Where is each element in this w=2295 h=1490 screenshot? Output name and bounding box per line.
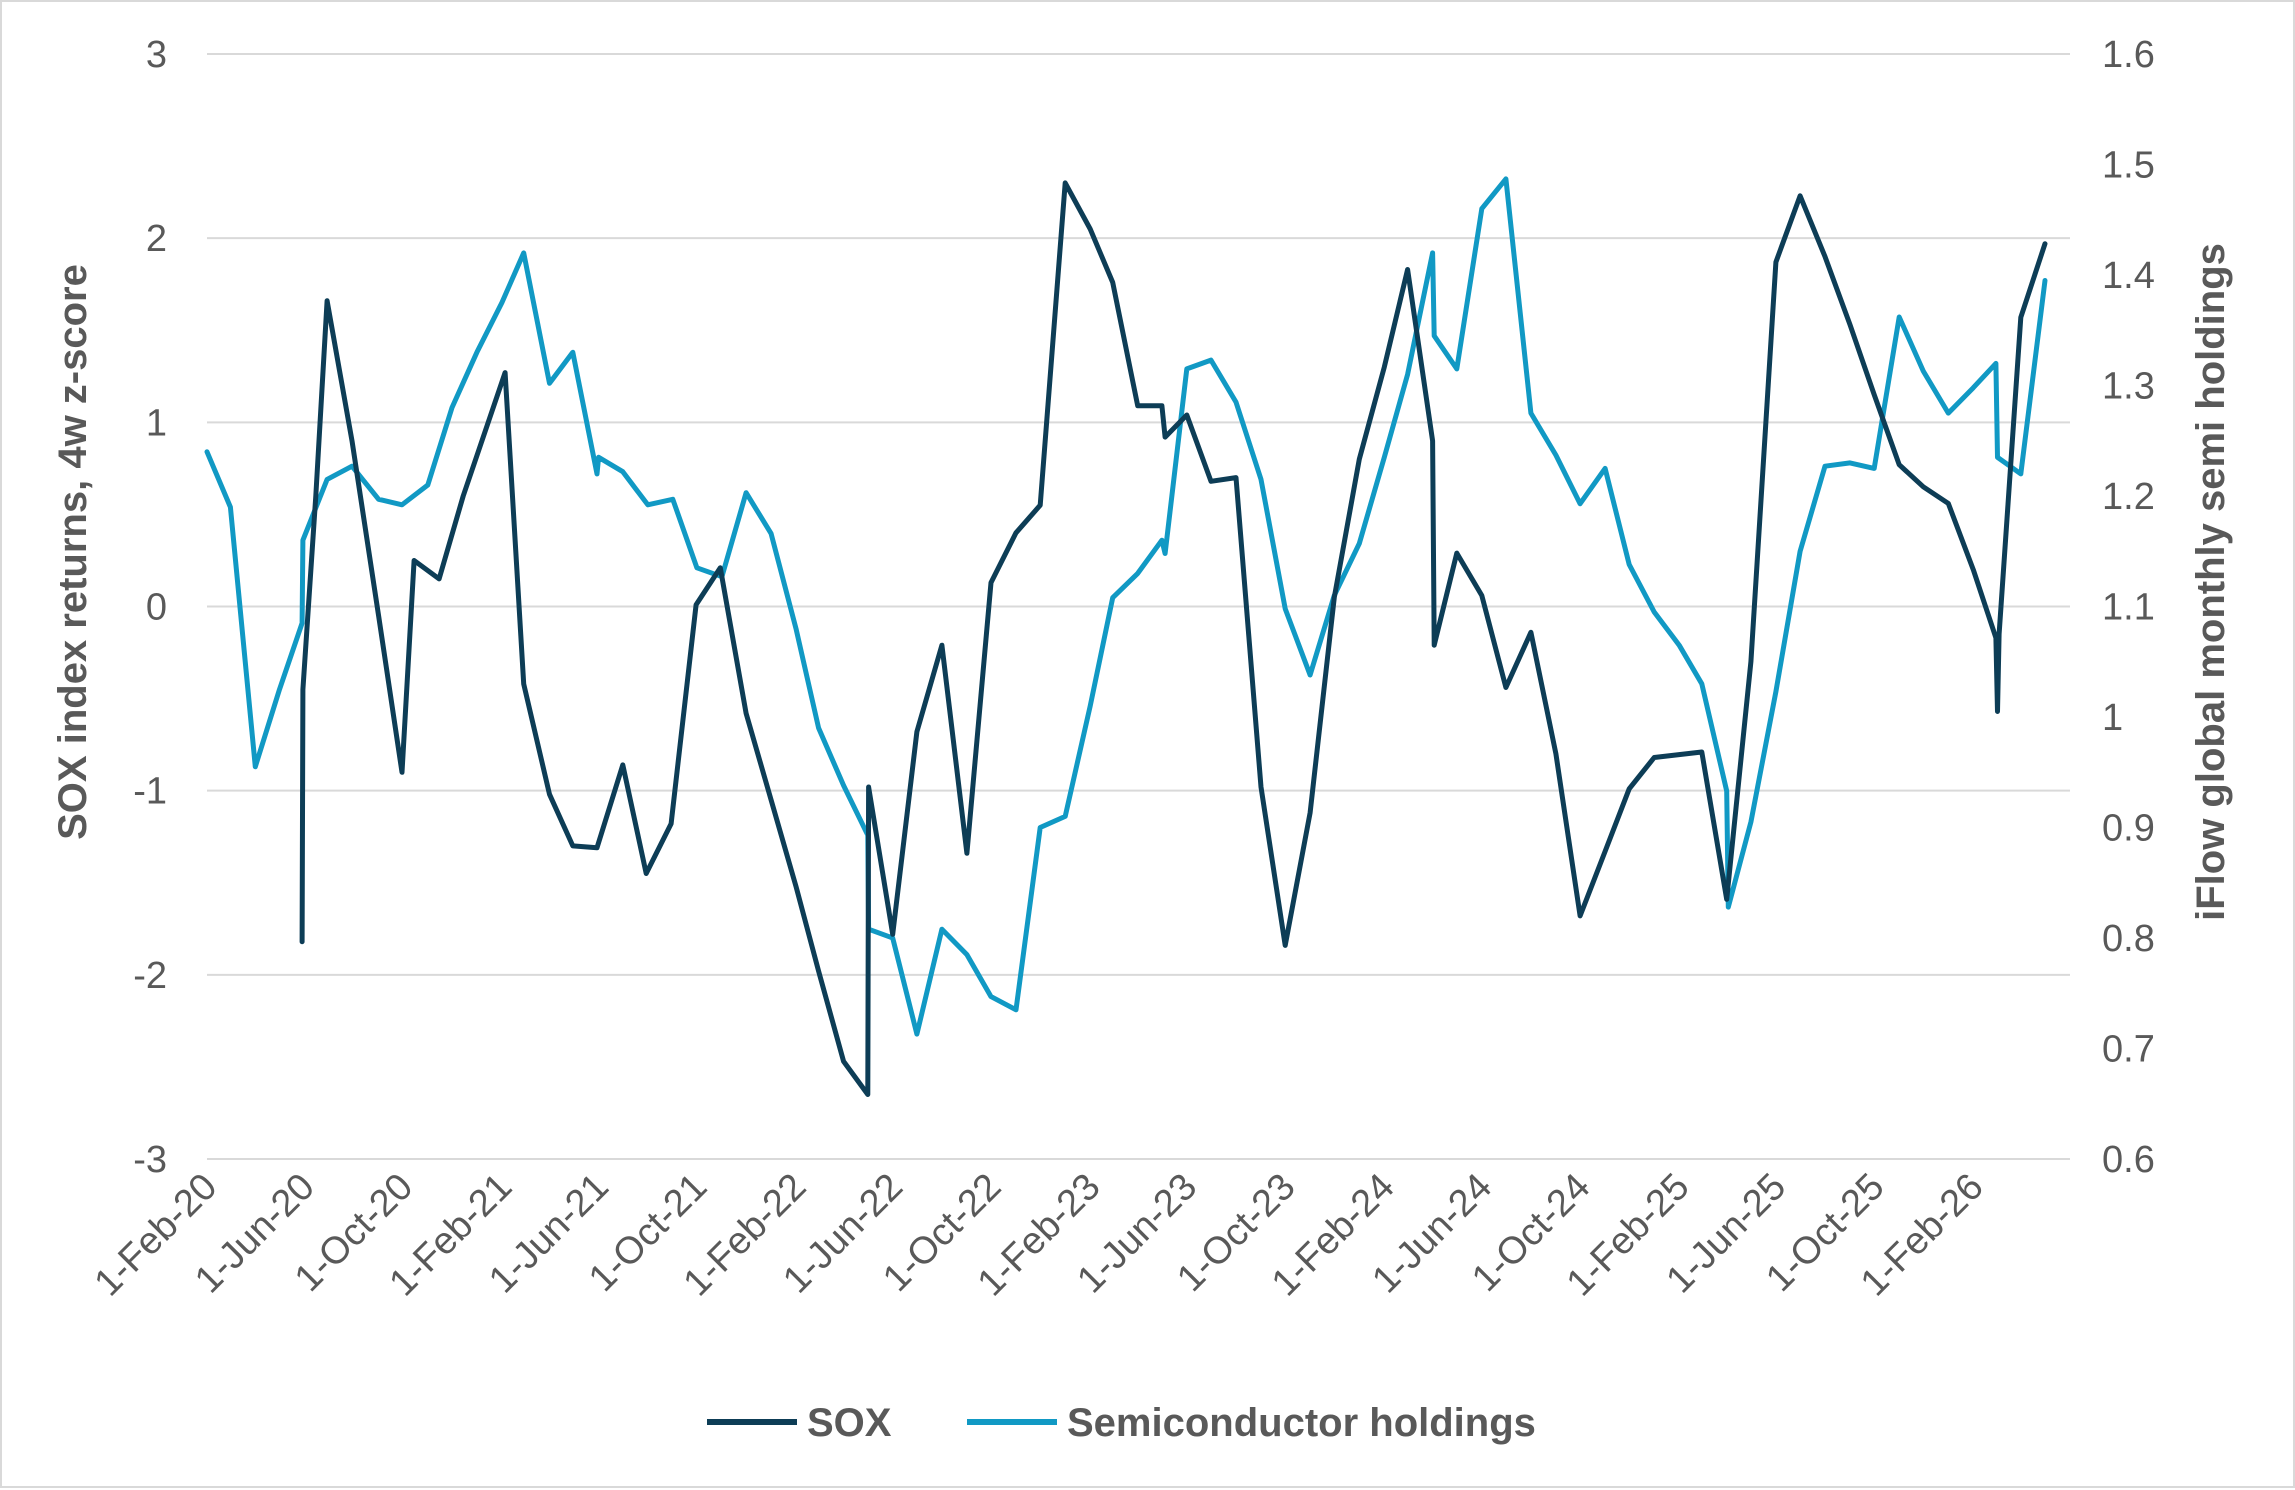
legend: SOX Semiconductor holdings — [707, 1401, 1536, 1445]
right-tick-label: 1 — [2102, 697, 2123, 739]
legend-label: Semiconductor holdings — [1067, 1401, 1536, 1445]
right-tick-label: 1.3 — [2102, 366, 2155, 408]
right-tick-label: 0.8 — [2102, 918, 2155, 960]
series-lines — [204, 176, 2048, 1097]
series-line-sox — [299, 180, 2048, 1097]
legend-label: SOX — [807, 1401, 892, 1445]
left-tick-label: 0 — [146, 587, 167, 629]
right-tick-label: 1.6 — [2102, 34, 2155, 76]
left-tick-label: -3 — [133, 1139, 167, 1181]
right-axis-title: iFlow global monthly semi holdings — [2189, 243, 2233, 921]
right-tick-label: 0.6 — [2102, 1139, 2155, 1181]
right-axis-ticks: 1.6 1.5 1.4 1.3 1.2 1.1 1 0.9 0.8 0.7 0.6 — [2102, 34, 2155, 1181]
right-tick-label: 1.2 — [2102, 476, 2155, 518]
series-line-semiconductor-holdings — [204, 176, 2048, 1037]
right-tick-label: 1.5 — [2102, 145, 2155, 187]
left-tick-label: -2 — [133, 955, 167, 997]
left-tick-label: 2 — [146, 218, 167, 260]
left-tick-label: -1 — [133, 771, 167, 813]
left-axis-ticks: 3 2 1 0 -1 -2 -3 — [133, 34, 167, 1181]
left-axis-title: SOX index returns, 4w z-score — [51, 264, 95, 840]
right-tick-label: 0.9 — [2102, 808, 2155, 850]
left-tick-label: 3 — [146, 34, 167, 76]
right-tick-label: 0.7 — [2102, 1029, 2155, 1071]
right-tick-label: 1.1 — [2102, 587, 2155, 629]
right-tick-label: 1.4 — [2102, 255, 2155, 297]
left-tick-label: 1 — [146, 402, 167, 444]
x-axis-ticks: 1-Feb-201-Jun-201-Oct-201-Feb-211-Jun-21… — [87, 1166, 1992, 1305]
